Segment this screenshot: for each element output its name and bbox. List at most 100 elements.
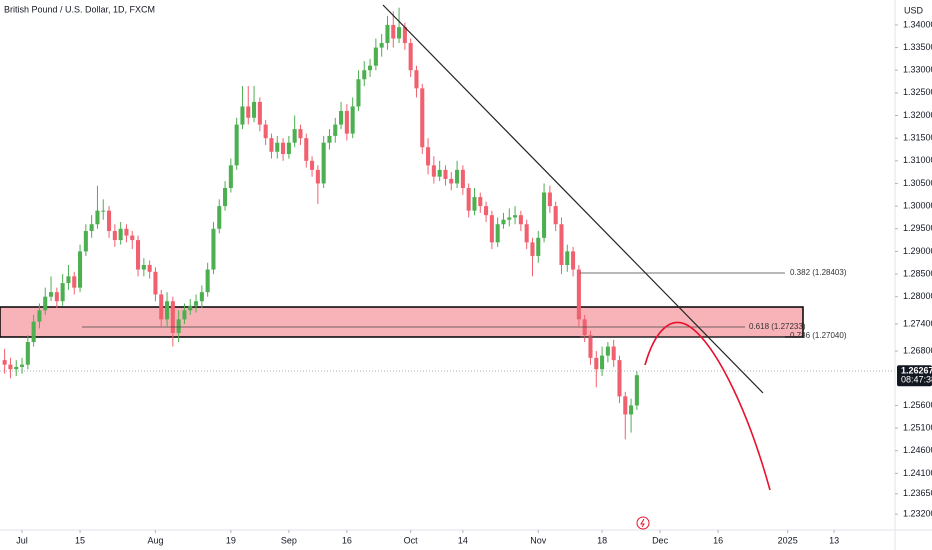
y-tick-label: 1.31000	[903, 155, 932, 165]
candle-body	[524, 224, 529, 243]
candle-body	[124, 228, 129, 236]
candle-body	[559, 224, 564, 265]
candle-body	[571, 251, 576, 270]
candle-body	[600, 355, 605, 370]
candle-body	[437, 169, 442, 177]
x-tick-label: 16	[342, 535, 352, 545]
candle-body	[31, 321, 36, 343]
candle-body	[66, 276, 71, 284]
y-tick-label: 1.24100	[903, 468, 932, 478]
trend-line	[382, 4, 764, 394]
candle-body	[611, 346, 616, 361]
y-tick-label: 1.33000	[903, 65, 932, 75]
candle-body	[617, 360, 622, 397]
candle-body	[199, 292, 204, 302]
candle-body	[43, 296, 48, 311]
candle-body	[344, 110, 349, 134]
candle-body	[176, 319, 181, 333]
candle-body	[368, 65, 373, 71]
candle-body	[339, 110, 344, 125]
candle-body	[246, 106, 251, 118]
candle-body	[72, 276, 77, 288]
candle-body	[466, 187, 471, 211]
candle-body	[489, 215, 494, 243]
axes: 1.34000 1.33500 1.33000 1.32500 1.32000 1.315…	[16, 19, 932, 545]
y-tick-label: 1.33500	[903, 42, 932, 52]
candle-body	[472, 197, 477, 211]
candle-body	[286, 142, 291, 155]
candle-body	[2, 360, 7, 365]
y-tick-label: 1.32500	[903, 87, 932, 97]
candle-body	[379, 43, 384, 48]
y-tick-label: 1.23650	[903, 488, 932, 498]
candle-body	[449, 178, 454, 184]
x-tick-label: Nov	[530, 535, 547, 545]
y-tick-label: 1.25100	[903, 422, 932, 432]
candle-body	[553, 206, 558, 225]
candle-body	[356, 79, 361, 107]
y-tick-label: 1.29500	[903, 223, 932, 233]
x-tick-label: 18	[597, 535, 607, 545]
candle-body	[460, 169, 465, 188]
chart-title: British Pound / U.S. Dollar, 1D, FXCM	[4, 4, 155, 14]
candle-body	[252, 101, 257, 118]
alert-circle	[636, 516, 650, 530]
candle-body	[165, 301, 170, 320]
candle-body	[402, 27, 407, 44]
candle-body	[443, 169, 448, 179]
candle-body	[484, 206, 489, 216]
candle-body	[281, 142, 286, 155]
projection-curve	[644, 321, 771, 491]
candle-body	[431, 165, 436, 177]
candle-body	[275, 142, 280, 152]
y-tick-label: 1.28500	[903, 268, 932, 278]
x-tick-label: Oct	[404, 535, 419, 545]
candle-body	[78, 251, 83, 288]
candle-body	[205, 269, 210, 293]
candle-body	[478, 197, 483, 207]
y-tick-label: 1.30500	[903, 178, 932, 188]
candle-body	[333, 124, 338, 136]
candle-body	[234, 124, 239, 166]
candle-body	[629, 405, 634, 415]
x-tick-label: Jul	[16, 535, 28, 545]
fib-label: 0.618 (1.27233)	[749, 322, 806, 331]
candle-body	[350, 106, 355, 134]
candle-body	[263, 124, 268, 139]
candle-body	[542, 192, 547, 238]
candle-body	[605, 346, 610, 356]
x-tick-label: 13	[829, 535, 839, 545]
fib-label: 0.382 (1.28403)	[790, 268, 847, 277]
candle-body	[576, 269, 581, 320]
drawings: 0.382 (1.28403) 0.618 (1.27233) 0.786 (1…	[0, 4, 895, 491]
candle-body	[304, 138, 309, 161]
candle-body	[182, 310, 187, 320]
candle-body	[240, 106, 245, 125]
candle-body	[495, 224, 500, 243]
y-tick-label: 1.28000	[903, 291, 932, 301]
candle-body	[594, 357, 599, 370]
candle-body	[298, 129, 303, 139]
drawings-back	[0, 306, 804, 338]
x-tick-label: 19	[226, 535, 236, 545]
candle-body	[228, 165, 233, 188]
fib-label: 0.786 (1.27040)	[790, 331, 847, 340]
candle-body	[112, 231, 117, 241]
candle-body	[257, 101, 262, 125]
candle-body	[54, 292, 59, 302]
candle-body	[217, 206, 222, 229]
candle-body	[327, 135, 332, 143]
candle-body	[513, 215, 518, 218]
candle-body	[530, 242, 535, 256]
candle-body	[536, 237, 541, 256]
last-price-tag	[897, 365, 932, 387]
candle-body	[269, 138, 274, 152]
candle-body	[8, 364, 13, 370]
candle-body	[147, 265, 152, 272]
candle-body	[136, 240, 141, 270]
candle-body	[37, 310, 42, 322]
candle-body	[408, 43, 413, 71]
candle-body	[310, 160, 315, 170]
candle-body	[25, 342, 30, 365]
